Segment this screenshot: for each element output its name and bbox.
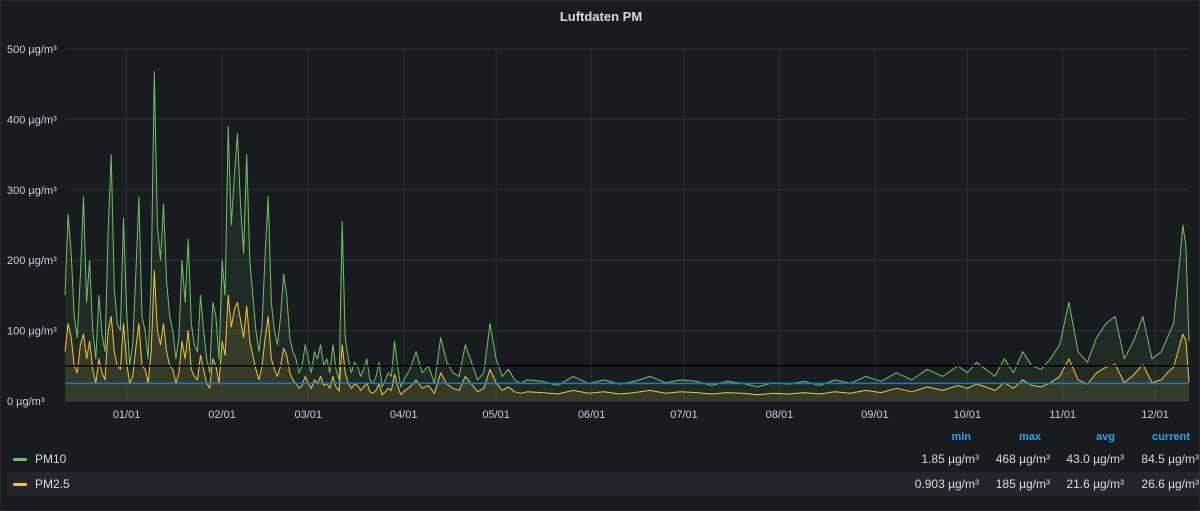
- legend-stat-avg: 21.6 µg/m³: [1066, 477, 1124, 491]
- y-axis: 0 µg/m³ 100 µg/m³ 200 µg/m³ 300 µg/m³ 400 µg…: [7, 44, 57, 408]
- x-tick-label: 11/01: [1049, 409, 1076, 421]
- y-tick-label: 500 µg/m³: [7, 44, 57, 56]
- x-tick-label: 04/01: [390, 409, 418, 421]
- panel-title[interactable]: Luftdaten PM: [559, 9, 643, 24]
- series-line-pm10: [64, 71, 1190, 388]
- x-tick-label: 02/01: [208, 409, 236, 421]
- legend-series-name[interactable]: PM10: [35, 452, 67, 466]
- y-tick-label: 100 µg/m³: [7, 326, 57, 338]
- x-tick-label: 09/01: [861, 409, 889, 421]
- legend-row-pm25[interactable]: PM2.5 0.903 µg/m³ 185 µg/m³ 21.6 µg/m³ 2…: [7, 472, 1199, 496]
- x-tick-label: 08/01: [766, 409, 794, 421]
- legend-stat-max: 468 µg/m³: [995, 452, 1050, 466]
- chart-series: [64, 71, 1190, 401]
- series-area-pm25: [65, 270, 1189, 401]
- y-tick-label: 300 µg/m³: [7, 185, 57, 197]
- x-tick-label: 12/01: [1141, 409, 1169, 421]
- y-tick-label: 200 µg/m³: [7, 255, 57, 267]
- x-tick-label: 06/01: [578, 409, 606, 421]
- legend-row-pm10[interactable]: PM10 1.85 µg/m³ 468 µg/m³ 43.0 µg/m³ 84.…: [7, 447, 1199, 471]
- legend-stat-min: 1.85 µg/m³: [921, 452, 979, 466]
- x-tick-label: 10/01: [954, 409, 982, 421]
- legend-stat-min: 0.903 µg/m³: [914, 477, 979, 491]
- legend-stat-current: 26.6 µg/m³: [1141, 477, 1199, 491]
- legend-header-current[interactable]: current: [1152, 431, 1190, 443]
- legend-header: min max avg current: [1, 431, 1200, 447]
- chart-area[interactable]: 0 µg/m³ 100 µg/m³ 200 µg/m³ 300 µg/m³ 400 µg…: [1, 1, 1200, 431]
- chart-grid: [65, 48, 1189, 402]
- legend-header-max[interactable]: max: [1018, 431, 1041, 443]
- legend-stat-avg: 43.0 µg/m³: [1066, 452, 1124, 466]
- x-tick-label: 03/01: [295, 409, 323, 421]
- legend-stat-current: 84.5 µg/m³: [1141, 452, 1199, 466]
- x-tick-label: 05/01: [482, 409, 510, 421]
- legend-series-name[interactable]: PM2.5: [35, 477, 70, 491]
- x-tick-label: 07/01: [670, 409, 698, 421]
- legend-header-avg[interactable]: avg: [1096, 431, 1115, 443]
- threshold-lines: [65, 365, 1189, 385]
- y-tick-label: 0 µg/m³: [7, 396, 45, 408]
- y-tick-label: 400 µg/m³: [7, 114, 57, 126]
- pm10-color-swatch[interactable]: [13, 458, 27, 461]
- legend-stat-max: 185 µg/m³: [995, 477, 1050, 491]
- legend-header-min[interactable]: min: [951, 431, 971, 443]
- series-area-pm10: [65, 71, 1189, 401]
- pm25-color-swatch[interactable]: [13, 483, 27, 486]
- x-tick-label: 01/01: [113, 409, 141, 421]
- series-line-pm25: [64, 270, 1190, 396]
- x-axis: 01/01 02/01 03/01 04/01 05/01 06/01 07/01 08/01…: [113, 409, 1169, 421]
